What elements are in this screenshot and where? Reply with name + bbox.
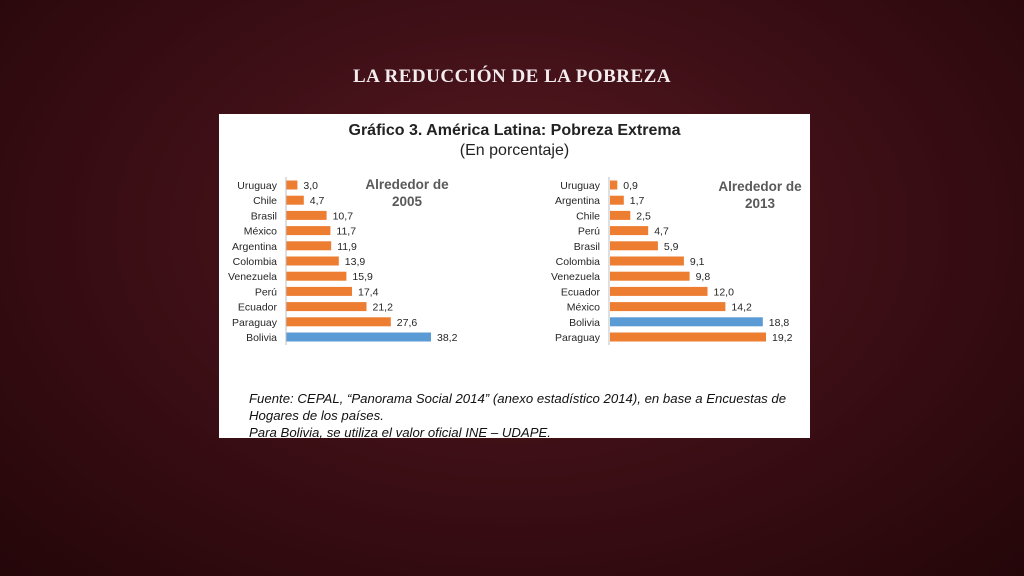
category-label: Paraguay: [555, 332, 601, 344]
bar: [286, 195, 304, 205]
category-label: Perú: [255, 286, 277, 298]
data-label: 0,9: [623, 180, 638, 192]
bar: [286, 256, 339, 266]
bar: [286, 302, 367, 312]
panel-title: 2013: [745, 196, 776, 211]
category-label: Argentina: [232, 241, 277, 253]
category-label: México: [567, 302, 600, 314]
data-label: 11,7: [336, 226, 356, 238]
bar: [610, 332, 766, 342]
data-label: 9,8: [696, 271, 711, 283]
bar: [286, 286, 352, 296]
panel-title: Alrededor de: [365, 177, 449, 192]
data-label: 13,9: [345, 256, 366, 268]
bar: [610, 256, 684, 266]
category-label: Ecuador: [238, 302, 278, 314]
data-label: 38,2: [437, 332, 458, 344]
bar: [286, 180, 298, 190]
category-label: Chile: [253, 195, 277, 207]
data-label: 27,6: [397, 317, 418, 329]
data-label: 19,2: [772, 332, 793, 344]
bar: [286, 241, 332, 251]
category-label: Brasil: [251, 210, 277, 222]
data-label: 9,1: [690, 256, 705, 268]
category-label: Venezuela: [551, 271, 600, 283]
category-label: Uruguay: [560, 180, 600, 192]
bar: [610, 271, 690, 281]
category-label: Bolivia: [246, 332, 277, 344]
data-label: 1,7: [630, 195, 645, 207]
panel-title: 2005: [392, 194, 423, 209]
data-label: 10,7: [333, 210, 354, 222]
bar: [286, 210, 327, 220]
bar: [610, 286, 708, 296]
source-line: Hogares de los países.: [249, 408, 384, 423]
data-label: 2,5: [636, 210, 651, 222]
chart-title: Gráfico 3. América Latina: Pobreza Extre…: [348, 122, 681, 139]
bar: [610, 241, 658, 251]
panel-title: Alrededor de: [718, 179, 802, 194]
data-label: 18,8: [769, 317, 790, 329]
bar: [610, 226, 649, 236]
source-note: Fuente: CEPAL, “Panorama Social 2014” (a…: [249, 390, 809, 441]
data-label: 17,4: [358, 286, 379, 298]
data-label: 15,9: [352, 271, 373, 283]
category-label: Ecuador: [561, 286, 601, 298]
bar: [610, 210, 631, 220]
data-label: 14,2: [731, 302, 752, 314]
category-label: México: [244, 226, 277, 238]
data-label: 5,9: [664, 241, 679, 253]
category-label: Bolivia: [569, 317, 600, 329]
source-line: Para Bolivia, se utiliza el valor oficia…: [249, 425, 551, 440]
slide-title: LA REDUCCIÓN DE LA POBREZA: [352, 66, 672, 87]
category-label: Perú: [578, 226, 600, 238]
bar: [610, 195, 624, 205]
data-label: 12,0: [714, 286, 735, 298]
category-label: Uruguay: [237, 180, 277, 192]
data-label: 4,7: [310, 195, 325, 207]
source-line: Fuente: CEPAL, “Panorama Social 2014” (a…: [249, 391, 787, 406]
data-label: 21,2: [373, 302, 394, 314]
category-label: Colombia: [556, 256, 601, 268]
chart-subtitle: (En porcentaje): [459, 142, 570, 159]
chart-figure: Gráfico 3. América Latina: Pobreza Extre…: [219, 114, 810, 441]
bar: [610, 317, 763, 327]
bar: [286, 317, 391, 327]
bar: [286, 332, 431, 342]
category-label: Colombia: [233, 256, 278, 268]
category-label: Argentina: [555, 195, 600, 207]
data-label: 3,0: [303, 180, 318, 192]
category-label: Chile: [576, 210, 600, 222]
data-label: 4,7: [654, 226, 669, 238]
bar: [286, 271, 347, 281]
category-label: Venezuela: [228, 271, 277, 283]
bar-charts: Alrededor de 2005 Uruguay 3,0 Chile 4,7 Brasil…: [228, 177, 802, 345]
bar: [610, 180, 618, 190]
category-label: Paraguay: [232, 317, 278, 329]
category-label: Brasil: [574, 241, 600, 253]
data-label: 11,9: [337, 241, 357, 253]
bar: [286, 226, 331, 236]
bar: [610, 302, 726, 312]
